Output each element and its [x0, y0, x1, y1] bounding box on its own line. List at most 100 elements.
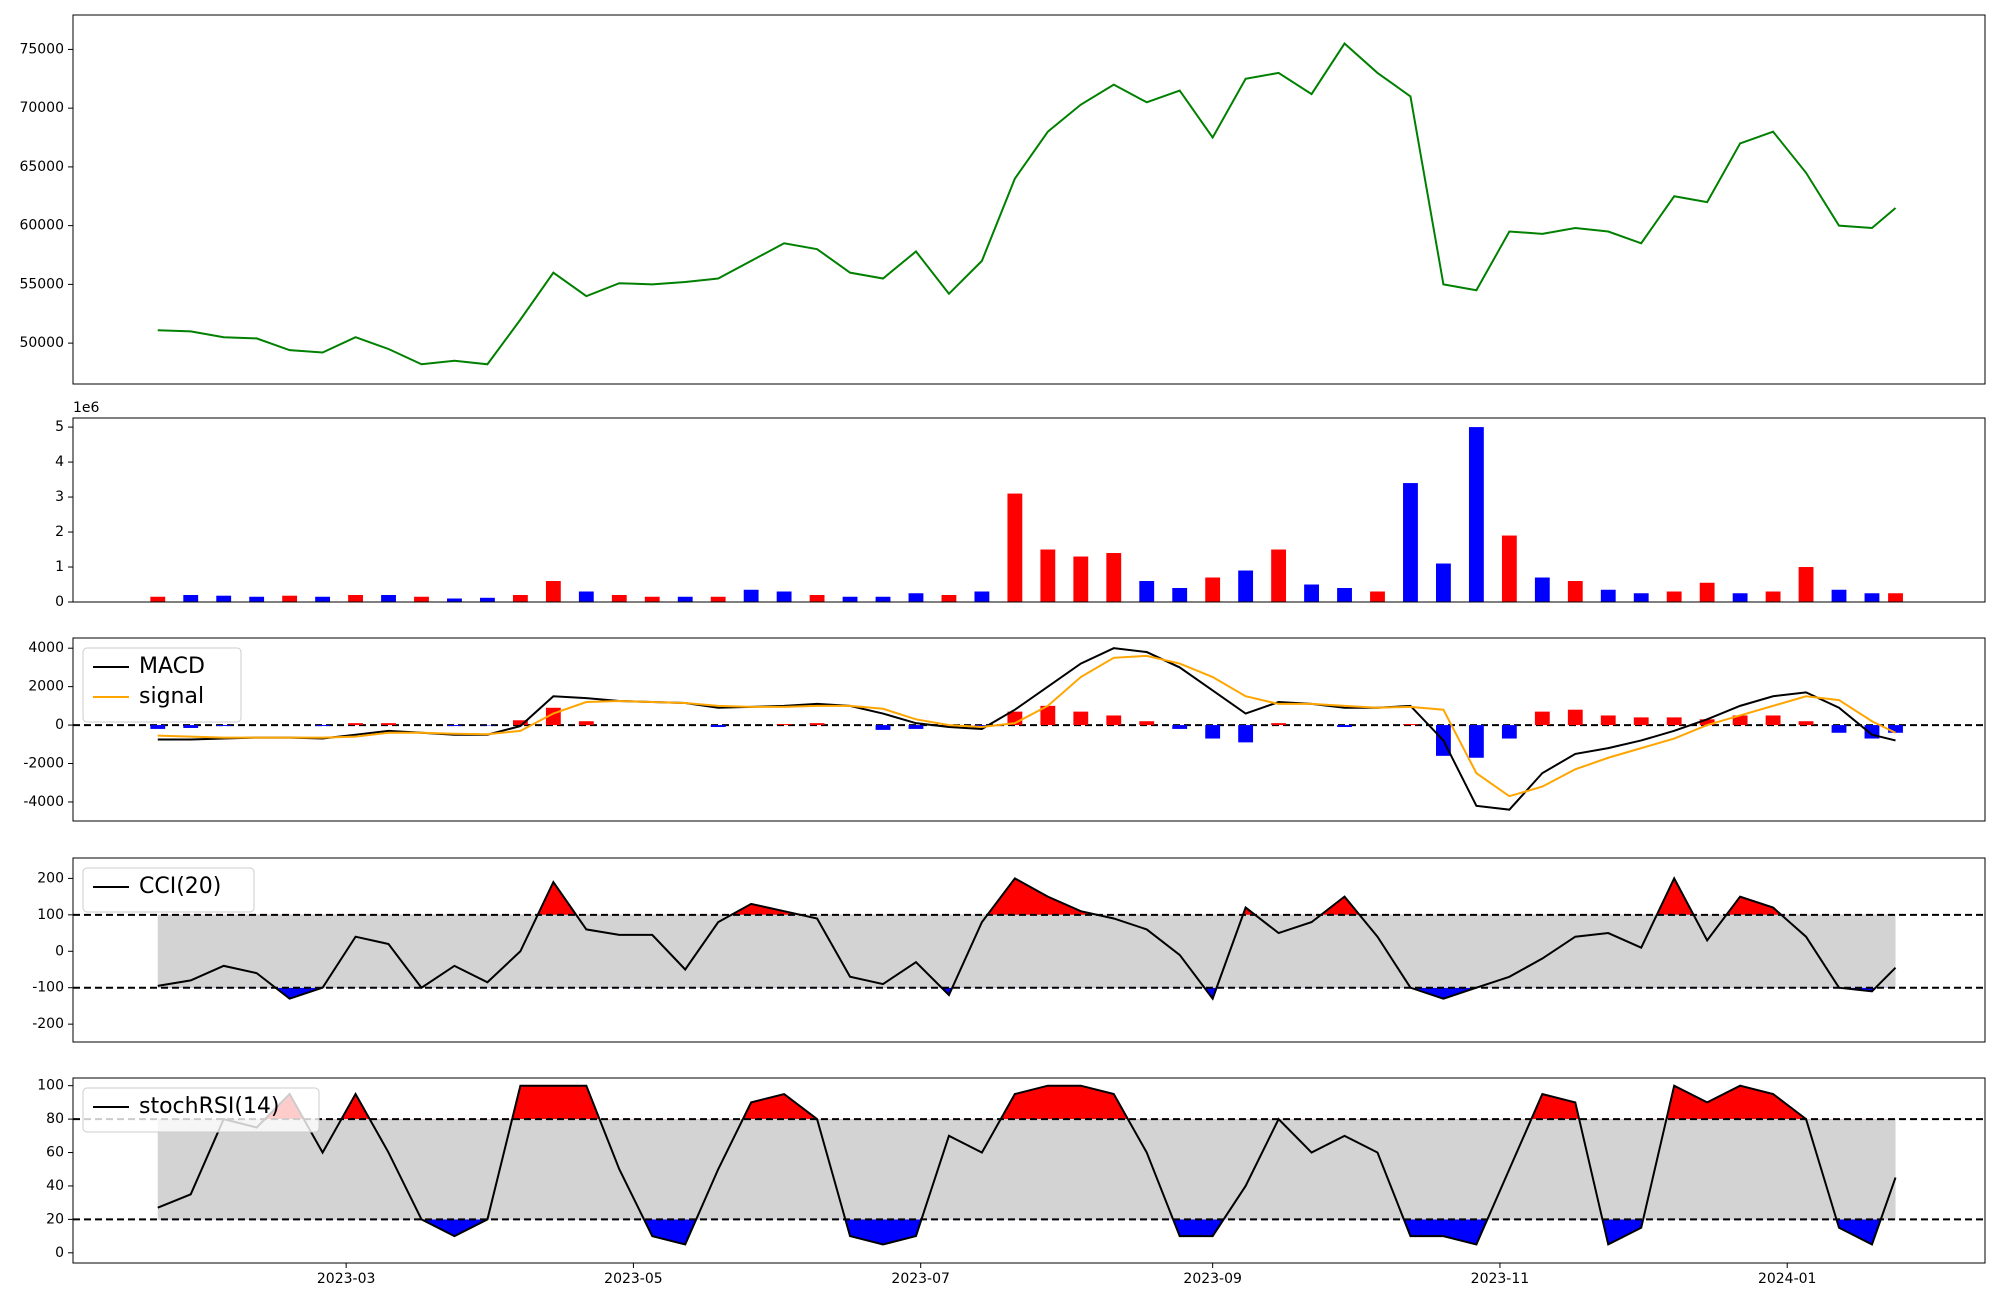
y-tick-label: -2000: [23, 756, 64, 772]
y-tick-label: 40: [46, 1178, 64, 1194]
legend: MACD signal: [82, 647, 242, 723]
volume-bar: [1040, 549, 1056, 602]
legend: CCI(20): [82, 867, 255, 913]
series-line: [157, 654, 1896, 798]
legend-box: [82, 867, 255, 913]
volume-bar: [545, 581, 561, 602]
series-line: [157, 647, 1896, 811]
volume-bar: [249, 596, 265, 602]
volume-bar: [1798, 567, 1814, 602]
plot-frame: [72, 14, 1986, 385]
volume-bar: [1205, 577, 1221, 602]
legend-label: signal: [139, 684, 204, 709]
y-tick-label: 60: [46, 1145, 64, 1161]
offset-label: 1e6: [73, 400, 100, 416]
volume-bar: [1007, 493, 1023, 602]
volume-bar: [1403, 483, 1418, 602]
volume-bar: [1666, 591, 1682, 602]
histogram-bar: [908, 725, 924, 729]
histogram-bar: [1205, 725, 1221, 739]
plot-frame: [72, 857, 1986, 1043]
volume-bar: [183, 595, 199, 602]
volume-bar: [216, 595, 232, 602]
histogram-bar: [1139, 721, 1155, 726]
y-tick-label: -4000: [23, 794, 64, 810]
histogram-bar: [512, 720, 528, 726]
volume-bar: [809, 595, 825, 602]
volume-bar: [414, 596, 429, 602]
histogram-bar: [1831, 725, 1847, 733]
legend: stochRSI(14): [82, 1087, 320, 1133]
volume-bar: [1732, 593, 1748, 602]
histogram-bar: [216, 725, 232, 727]
panel: 50000 55000 60000 65000 70000 75000: [19, 14, 1986, 385]
volume-bar: [644, 596, 660, 602]
histogram-bar: [315, 725, 331, 727]
y-tick-label: 100: [37, 1078, 64, 1094]
histogram-bar: [1699, 719, 1715, 726]
y-tick-label: 3: [55, 489, 64, 505]
histogram-bar: [1501, 725, 1517, 739]
x-tick-label: 2023-05: [604, 1271, 663, 1287]
volume-bar: [1337, 588, 1352, 602]
x-tick-label: 2023-11: [1471, 1271, 1530, 1287]
histogram-bar: [1765, 715, 1781, 726]
y-tick-label: 0: [55, 594, 64, 610]
y-tick-label: 5: [55, 419, 64, 435]
histogram-bar: [150, 725, 166, 729]
volume-bar: [1172, 588, 1188, 602]
volume-bar: [1271, 549, 1287, 602]
volume-bar: [348, 595, 363, 602]
volume-bar: [1436, 563, 1451, 602]
volume-bar: [941, 595, 957, 602]
histogram-bar: [1403, 724, 1418, 726]
y-tick-label: 60000: [19, 218, 64, 234]
y-tick-label: 4000: [28, 640, 64, 656]
histogram-bar: [1888, 725, 1903, 733]
histogram-bar: [1666, 717, 1682, 726]
x-tick-label: 2023-03: [317, 1271, 376, 1287]
volume-bar: [1238, 570, 1254, 602]
y-tick-label: 80: [46, 1111, 64, 1127]
histogram-bar: [1238, 725, 1254, 743]
histogram-bar: [1073, 711, 1089, 726]
volume-bar: [1468, 427, 1484, 602]
oversold-fill: [157, 987, 1896, 999]
x-tick-label: 2023-09: [1183, 1271, 1242, 1287]
volume-bar: [1370, 591, 1385, 602]
volume-bar: [1864, 593, 1880, 602]
volume-bar: [1534, 577, 1550, 602]
histogram-bar: [875, 725, 891, 730]
volume-bar: [611, 595, 627, 602]
volume-bar: [480, 597, 495, 602]
series-line: [157, 1084, 1897, 1246]
y-tick-label: 65000: [19, 159, 64, 175]
y-tick-label: 200: [37, 870, 64, 886]
histogram-bar: [1732, 715, 1748, 726]
y-tick-label: 75000: [19, 41, 64, 57]
plot-frame: [72, 637, 1986, 822]
volume-bar: [1831, 589, 1847, 602]
volume-bar: [1304, 584, 1319, 602]
y-tick-label: -200: [32, 1016, 64, 1032]
histogram-bar: [710, 725, 726, 728]
y-tick-label: 50000: [19, 335, 64, 351]
volume-bar: [842, 596, 858, 602]
volume-bar: [1501, 535, 1517, 602]
y-tick-label: 70000: [19, 100, 64, 116]
histogram-bar: [1633, 717, 1649, 726]
volume-bar: [512, 595, 528, 602]
overbought-fill: [157, 1085, 1896, 1120]
y-tick-label: 4: [55, 454, 64, 470]
volume-bar: [1139, 581, 1155, 602]
y-tick-label: 55000: [19, 276, 64, 292]
legend-box: [82, 1087, 320, 1133]
y-tick-label: 1: [55, 559, 64, 575]
x-tick-label: 2023-07: [891, 1271, 950, 1287]
volume-bar: [1106, 553, 1122, 602]
volume-bar: [677, 596, 693, 602]
histogram-bar: [1040, 705, 1056, 726]
volume-bar: [908, 593, 924, 602]
histogram-bar: [1271, 723, 1287, 726]
